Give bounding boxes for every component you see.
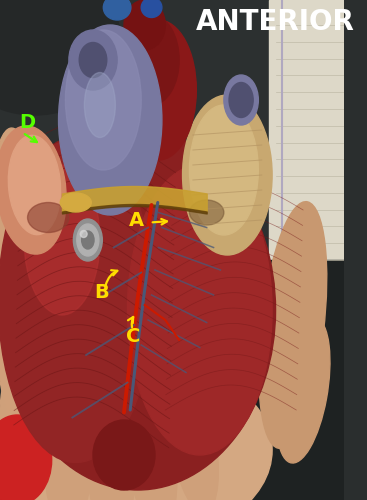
Ellipse shape bbox=[0, 128, 53, 452]
FancyBboxPatch shape bbox=[269, 0, 355, 275]
Ellipse shape bbox=[0, 355, 272, 500]
Ellipse shape bbox=[189, 105, 258, 235]
FancyBboxPatch shape bbox=[0, 0, 345, 500]
Ellipse shape bbox=[24, 165, 100, 315]
Ellipse shape bbox=[224, 75, 258, 125]
Ellipse shape bbox=[167, 367, 218, 500]
Ellipse shape bbox=[189, 200, 224, 225]
Ellipse shape bbox=[43, 350, 95, 500]
Text: A: A bbox=[129, 212, 144, 231]
Ellipse shape bbox=[69, 30, 117, 90]
Ellipse shape bbox=[141, 0, 162, 18]
Polygon shape bbox=[97, 460, 145, 485]
Text: D: D bbox=[19, 112, 35, 132]
Ellipse shape bbox=[80, 230, 87, 237]
Ellipse shape bbox=[0, 415, 52, 500]
Ellipse shape bbox=[124, 0, 166, 50]
Ellipse shape bbox=[124, 15, 179, 105]
Text: C: C bbox=[126, 328, 140, 346]
Ellipse shape bbox=[65, 30, 141, 170]
Ellipse shape bbox=[0, 138, 153, 462]
Ellipse shape bbox=[103, 0, 131, 20]
Ellipse shape bbox=[8, 136, 61, 234]
Ellipse shape bbox=[276, 317, 330, 463]
Circle shape bbox=[73, 219, 102, 261]
Ellipse shape bbox=[60, 193, 91, 212]
Circle shape bbox=[77, 224, 99, 256]
Ellipse shape bbox=[126, 366, 177, 500]
Text: ANTERIOR: ANTERIOR bbox=[196, 8, 355, 36]
Ellipse shape bbox=[0, 316, 56, 500]
FancyBboxPatch shape bbox=[248, 260, 351, 500]
Ellipse shape bbox=[259, 202, 327, 448]
Ellipse shape bbox=[84, 72, 115, 138]
Ellipse shape bbox=[120, 20, 196, 160]
Text: B: B bbox=[95, 282, 109, 302]
Ellipse shape bbox=[59, 25, 162, 215]
Circle shape bbox=[229, 82, 253, 118]
Ellipse shape bbox=[0, 130, 276, 490]
Ellipse shape bbox=[93, 420, 155, 490]
Ellipse shape bbox=[86, 365, 135, 500]
Circle shape bbox=[81, 231, 94, 249]
Ellipse shape bbox=[79, 42, 107, 78]
Ellipse shape bbox=[0, 126, 66, 254]
Ellipse shape bbox=[0, 0, 120, 115]
Ellipse shape bbox=[28, 202, 69, 232]
Ellipse shape bbox=[182, 95, 272, 255]
Ellipse shape bbox=[127, 165, 272, 455]
